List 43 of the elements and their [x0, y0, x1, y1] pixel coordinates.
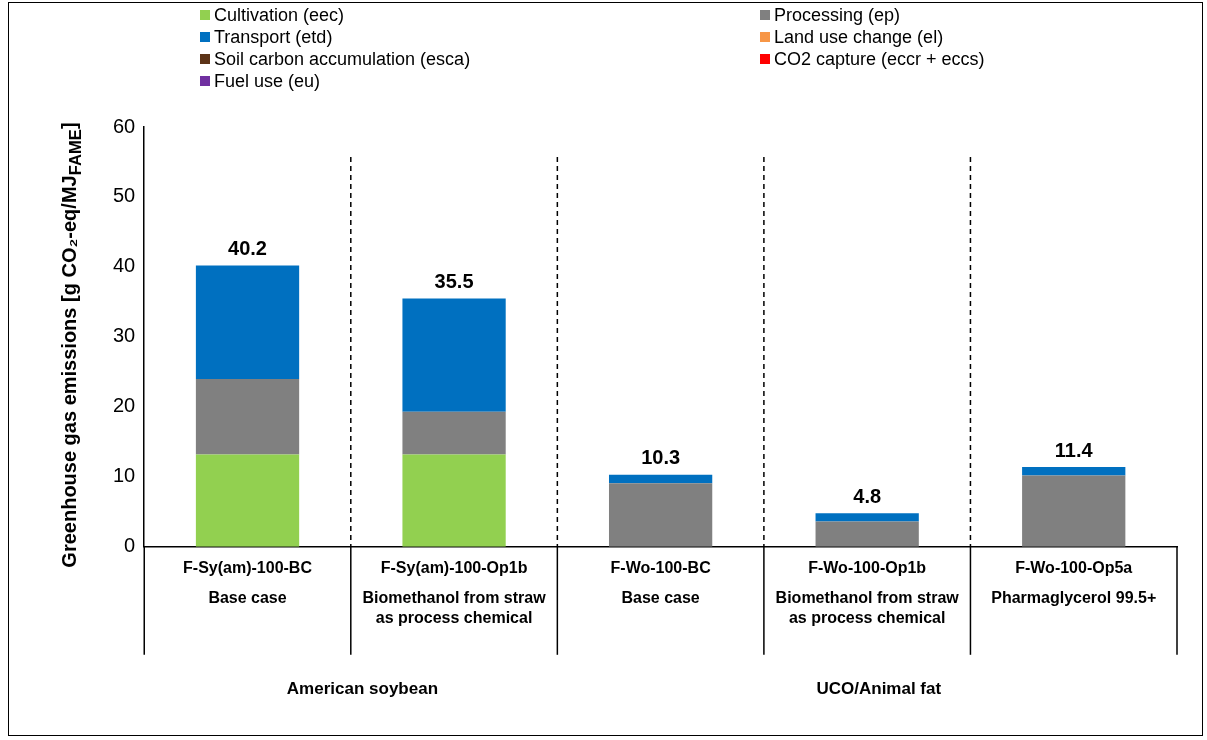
- total-label: 35.5: [434, 269, 474, 292]
- total-label: 11.4: [1054, 438, 1094, 461]
- y-tick-label: 30: [113, 324, 136, 347]
- bar: [402, 411, 506, 455]
- x-tick-label: F-Wo-100-Op1b: [808, 558, 927, 576]
- bar: [402, 298, 506, 412]
- text: Pharmaglycerol 99.5+: [991, 589, 1157, 607]
- total-label: 10.3: [641, 446, 681, 469]
- x-tick-label: F-Wo-100-Op5a: [1015, 558, 1133, 576]
- x-tick-label: F-Sy(am)-100-Op1b: [380, 558, 528, 576]
- bar: [402, 454, 506, 547]
- y-tick-label: 60: [113, 114, 136, 137]
- text: UCO/Animal fat: [816, 678, 942, 698]
- legend-label: Land use change (el): [774, 26, 944, 48]
- text: Biomethanol from straw as process chemical: [775, 589, 960, 627]
- text: Biomethanol from straw as process chemical: [362, 589, 547, 627]
- bar: [195, 265, 300, 379]
- y-tick-label: 50: [113, 184, 136, 207]
- bar: [1022, 467, 1126, 476]
- bar: [1022, 475, 1126, 547]
- y-tick-label: 10: [113, 464, 136, 487]
- legend-label: Fuel use (eu): [214, 70, 321, 92]
- text: American soybean: [286, 678, 439, 698]
- bar: [195, 454, 300, 547]
- bar: [608, 474, 713, 484]
- legend-label: Transport (etd): [214, 26, 333, 48]
- text: Base case: [208, 589, 287, 607]
- legend-label: CO2 capture (eccr + eccs): [774, 48, 985, 70]
- text: Base case: [621, 589, 700, 607]
- x-tick-label: F-Sy(am)-100-BC: [183, 558, 313, 576]
- legend-label: Processing (ep): [774, 4, 901, 26]
- legend-label: Cultivation (eec): [214, 4, 345, 26]
- y-tick-label: 20: [113, 394, 136, 417]
- y-tick-label: 0: [124, 534, 136, 557]
- bar: [815, 513, 919, 522]
- total-label: 4.8: [853, 484, 882, 507]
- bar: [815, 521, 919, 547]
- bar: [608, 483, 713, 547]
- y-tick-label: 40: [113, 254, 136, 277]
- bar: [195, 378, 300, 455]
- x-tick-label: F-Wo-100-BC: [610, 558, 712, 576]
- total-label: 40.2: [228, 237, 267, 260]
- legend-label: Soil carbon accumulation (esca): [214, 48, 471, 70]
